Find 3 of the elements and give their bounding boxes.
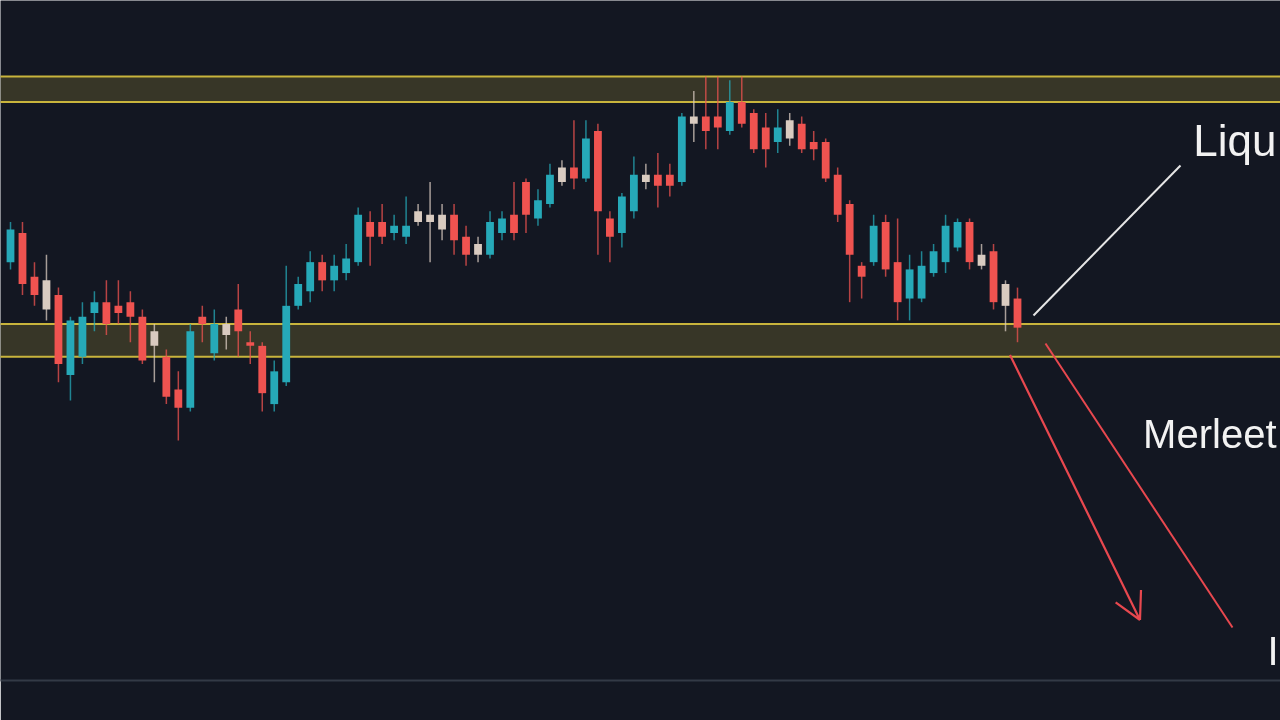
text: Liqu <box>1193 116 1277 165</box>
text: Merleet <box>1143 411 1277 456</box>
text: I <box>1267 628 1279 673</box>
